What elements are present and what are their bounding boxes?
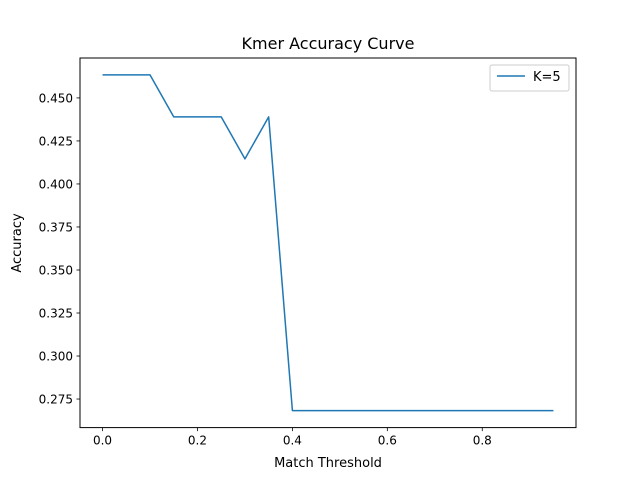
y-tick-label: 0.400	[39, 177, 73, 191]
y-tick-label: 0.350	[39, 263, 73, 277]
x-axis-label: Match Threshold	[274, 456, 382, 471]
y-tick-label: 0.425	[39, 134, 73, 148]
x-tick-label: 0.0	[93, 434, 112, 448]
y-axis-label: Accuracy	[10, 213, 25, 273]
y-tick-label: 0.275	[39, 393, 73, 407]
y-axis-ticks: 0.275 0.300 0.325 0.350 0.375 0.400 0.425 0.450	[39, 91, 80, 407]
x-tick-label: 0.8	[473, 434, 492, 448]
x-tick-label: 0.6	[378, 434, 397, 448]
y-tick-label: 0.325	[39, 307, 73, 321]
chart-title: Kmer Accuracy Curve	[242, 34, 415, 53]
x-tick-label: 0.4	[283, 434, 302, 448]
series-line-k5	[102, 74, 554, 412]
y-tick-label: 0.375	[39, 220, 73, 234]
series-layer	[102, 74, 554, 412]
y-tick-label: 0.300	[39, 350, 73, 364]
x-axis-ticks: 0.0 0.2 0.4 0.6 0.8	[93, 427, 492, 448]
legend-entry-k5: K=5	[533, 70, 561, 85]
legend-frame	[489, 64, 570, 92]
y-tick-label: 0.450	[39, 91, 73, 105]
plot-area-frame	[79, 57, 577, 429]
x-tick-label: 0.2	[188, 434, 207, 448]
legend: K=5	[489, 64, 570, 92]
